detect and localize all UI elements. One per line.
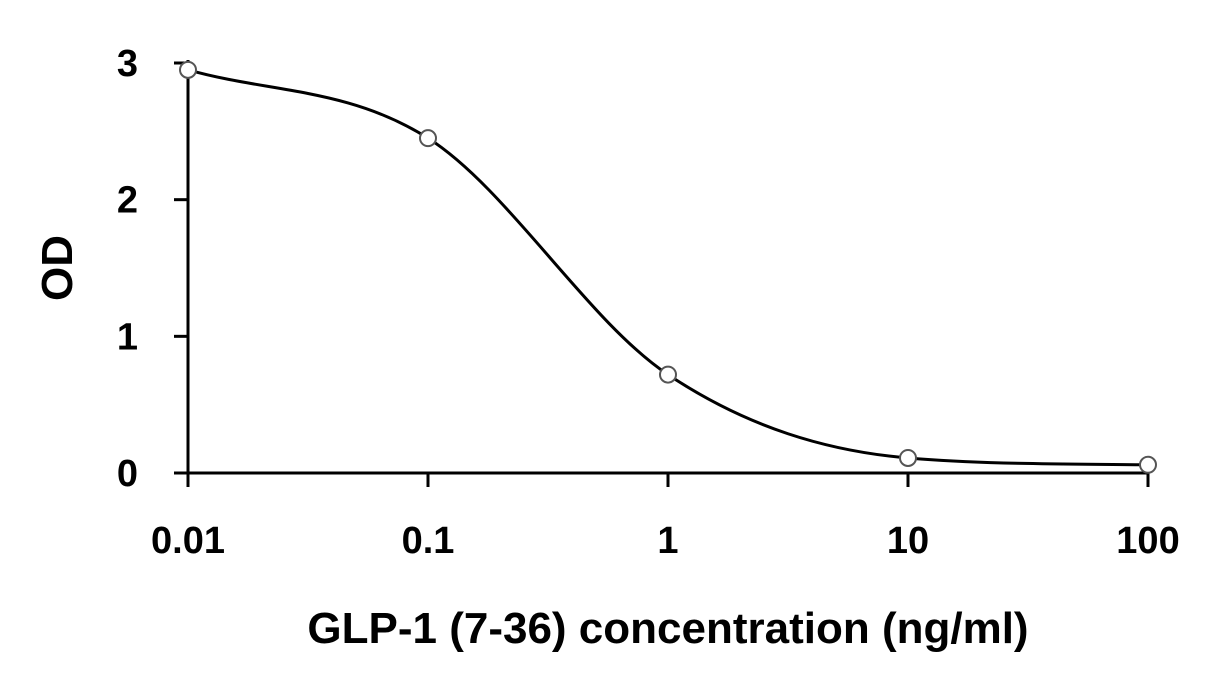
y-tick-label: 0 <box>117 453 138 495</box>
y-tick-label: 1 <box>117 316 138 358</box>
data-point <box>1139 455 1157 474</box>
axes <box>186 60 1148 475</box>
x-axis-title: GLP-1 (7-36) concentration (ng/ml) <box>307 604 1028 653</box>
data-point <box>179 60 197 79</box>
data-points <box>179 60 1157 474</box>
x-tick-label: 1 <box>657 520 678 562</box>
x-tick-label: 10 <box>887 520 929 562</box>
fit-curve-layer <box>187 68 1149 467</box>
y-axis-title: OD <box>33 235 82 301</box>
x-tick-label: 100 <box>1116 520 1179 562</box>
data-point <box>899 448 917 467</box>
y-tick-label: 2 <box>117 180 138 222</box>
data-point <box>659 365 677 384</box>
y-tick-label: 3 <box>117 43 138 85</box>
ticks: 0 1 2 3 0.01 0.1 1 10 100 <box>117 43 1180 562</box>
x-tick-label: 0.01 <box>151 520 225 562</box>
data-point <box>419 129 437 148</box>
x-tick-label: 0.1 <box>402 520 455 562</box>
fit-curve <box>187 68 1149 467</box>
